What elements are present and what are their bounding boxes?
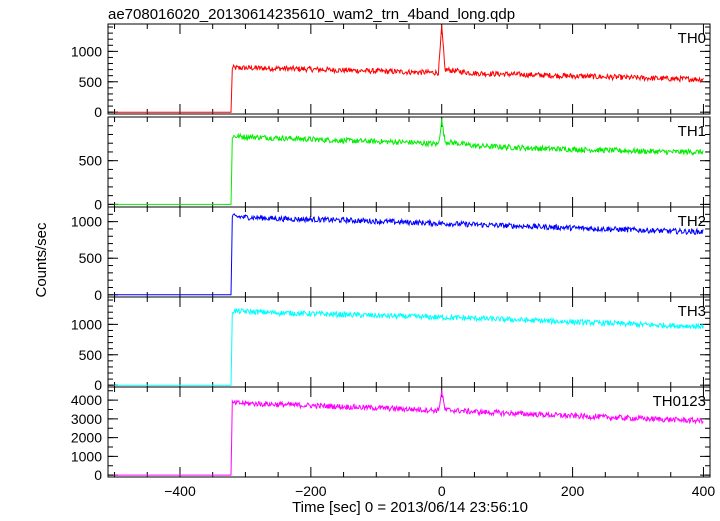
x-tick-label: −200 [295,483,327,499]
panel-label-th2: TH2 [678,213,706,230]
panel-label-th0123: TH0123 [653,393,706,410]
series-line-th3 [114,307,704,386]
panel-th1: 0 500 TH1 [79,116,711,212]
panel-frame [107,386,711,478]
y-tick-label: 4000 [71,392,102,408]
x-axis-label: Time [sec] 0 = 2013/06/14 23:56:10 [292,499,528,516]
series-line-th0 [114,25,704,113]
x-tick-label: 0 [438,483,446,499]
series-line-th0123 [114,390,704,476]
y-tick-label: 0 [94,377,102,393]
y-tick-label: 0 [94,467,102,483]
panel-frame [107,116,711,208]
panel-th2: 0 500 1000 TH2 [71,206,711,303]
y-tick-label: 1000 [71,448,102,464]
panels-group: 0 500 1000 TH0 0 500 TH1 0 500 1000 TH2 0 500 1000 TH3… [71,23,716,499]
y-tick-label: 500 [79,347,103,363]
series-line-th2 [114,213,704,296]
y-tick-label: 0 [94,287,102,303]
y-tick-label: 500 [79,250,103,266]
x-tick-label: 400 [692,483,716,499]
panel-label-th0: TH0 [678,30,706,47]
y-tick-label: 1000 [71,43,102,59]
x-tick-label: −400 [164,483,196,499]
panel-th0123: 0 1000 2000 3000 4000 TH0123 [71,386,711,483]
y-tick-label: 0 [94,104,102,120]
y-tick-label: 2000 [71,430,102,446]
y-tick-label: 1000 [71,214,102,230]
y-tick-label: 500 [79,153,103,169]
panel-frame [107,206,711,298]
panel-frame [107,296,711,388]
y-axis-label: Counts/sec [33,222,50,298]
y-tick-label: 0 [94,196,102,212]
y-tick-label: 3000 [71,411,102,427]
chart-title: ae708016020_20130614235610_wam2_trn_4ban… [108,6,515,23]
panel-th3: 0 500 1000 TH3 [71,296,711,393]
panel-label-th1: TH1 [678,123,706,140]
x-tick-label: 200 [561,483,585,499]
y-tick-label: 500 [79,74,103,90]
series-line-th1 [114,118,704,205]
y-tick-label: 1000 [71,316,102,332]
panel-th0: 0 500 1000 TH0 [71,23,711,120]
panel-label-th3: TH3 [678,303,706,320]
